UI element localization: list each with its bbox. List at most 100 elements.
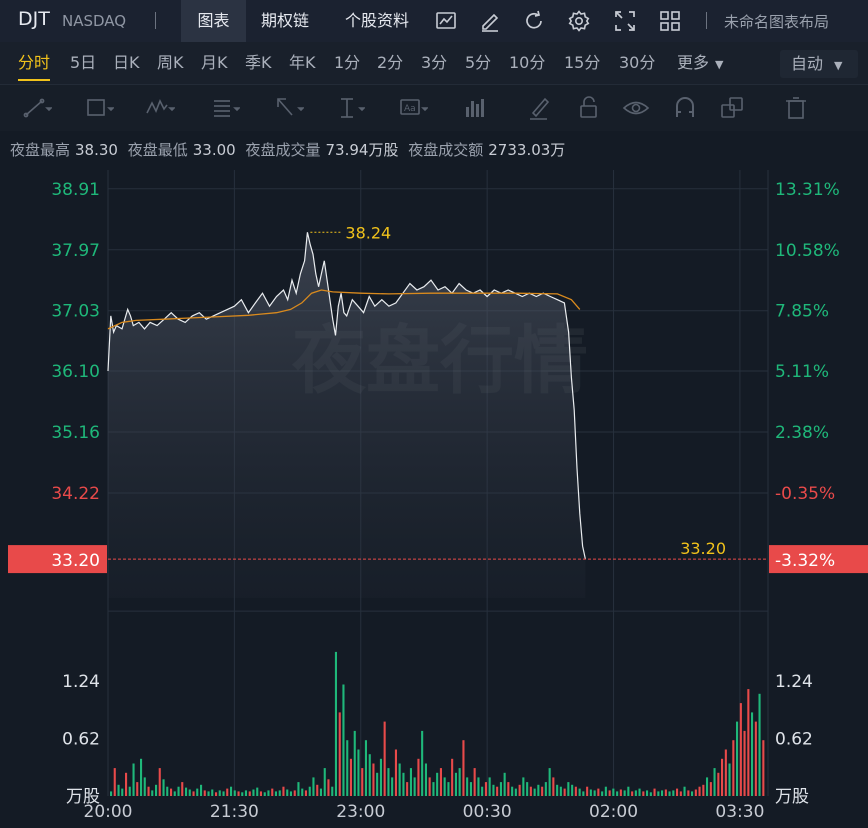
volume-bar [394,749,397,796]
volume-bar [140,758,143,796]
volume-bar [597,788,600,796]
volume-unit-label: 万股 [775,787,809,807]
period-week-k[interactable]: 周K [157,53,184,72]
volume-bar [488,777,491,796]
measure-icon[interactable] [335,95,366,121]
volume-bar [222,791,225,796]
volume-bar [316,784,319,796]
volume-bar [188,789,191,796]
period-day-k[interactable]: 日K [113,53,140,72]
volume-bar [548,768,551,796]
chart-type-icon[interactable] [434,9,458,33]
magnet-icon[interactable] [670,95,700,121]
volume-bar [634,790,637,796]
volume-bar [724,749,727,796]
settings-icon[interactable] [567,9,591,33]
volume-bar [353,730,356,796]
delete-icon[interactable] [781,95,811,121]
period-intraday[interactable]: 分时 [18,42,51,84]
volume-bar [110,791,113,796]
period-15m[interactable]: 15分 [564,53,601,72]
brush-icon[interactable] [525,95,555,121]
period-3m[interactable]: 3分 [421,53,448,72]
exchange: NASDAQ [62,12,127,30]
period-10m[interactable]: 10分 [509,53,546,72]
period-year-k[interactable]: 年K [289,53,316,72]
volume-bar [346,740,349,796]
price-line [107,232,586,560]
trend-line-icon[interactable] [22,95,53,121]
period-2m[interactable]: 2分 [377,53,404,72]
volume-bar [252,789,255,796]
volume-bar [383,721,386,796]
last-pct-badge [769,545,868,574]
volume-bar [672,790,675,796]
low-label: 夜盘最低 [127,141,188,159]
tab-stock-profile[interactable]: 个股资料 [345,11,410,30]
layout-grid-icon[interactable] [658,9,682,33]
volume-bar [368,754,371,796]
lock-icon[interactable] [574,95,604,121]
scale-mode-label: 自动 [791,54,824,73]
high-value: 38.30 [75,141,118,159]
arrow-icon[interactable] [274,95,305,121]
pattern-icon[interactable] [145,95,176,121]
edit-icon[interactable] [478,9,502,33]
volume-bar [207,791,210,796]
tab-options-chain[interactable]: 期权链 [261,11,310,30]
volume-bar [342,684,345,796]
volume-bar [556,784,559,796]
volume-bar [447,782,450,796]
volume-bar [323,768,326,796]
volume-bar [428,777,431,796]
volume-bar [518,784,521,796]
volume-bar [642,791,645,796]
eye-icon[interactable] [621,95,651,121]
layers-icon[interactable] [718,95,748,121]
volume-bar [177,786,180,796]
volume-bar [308,786,311,796]
volume-bar [571,784,574,796]
rectangle-icon[interactable] [84,95,115,121]
period-5m[interactable]: 5分 [465,53,492,72]
volume-bar [754,721,757,796]
volume-bar [537,784,540,796]
period-5d[interactable]: 5日 [70,53,97,72]
fullscreen-icon[interactable] [613,9,637,33]
period-month-k[interactable]: 月K [201,53,228,72]
volume-bar [155,784,158,796]
volume-bar [529,786,532,796]
layout-name-button[interactable]: 未命名图表布局 [724,13,830,31]
pct-tick-label: 13.31% [775,180,840,200]
pct-tick-label: 5.11% [775,362,829,382]
pct-tick-label: 10.58% [775,241,840,261]
low-value: 33.00 [192,141,236,159]
amount-value: 2733.03万 [488,141,566,159]
volume-profile-icon[interactable] [462,95,492,121]
volume-bar [481,786,484,796]
period-more[interactable]: 更多 ▼ [677,42,723,84]
volume-bar [226,788,229,796]
amount-label: 夜盘成交额 [408,141,484,159]
tab-chart[interactable]: 图表 [181,0,246,42]
volume-bar [713,768,716,796]
text-tool-icon[interactable]: Aa [398,95,429,121]
volume-bar [200,784,203,796]
fib-icon[interactable] [210,95,241,121]
period-1m[interactable]: 1分 [334,53,361,72]
volume-bar [484,782,487,796]
refresh-icon[interactable] [522,9,546,33]
volume-bar [376,772,379,796]
volume-bar [387,768,390,796]
period-quarter-k[interactable]: 季K [245,53,272,72]
volume-bar [409,768,412,796]
volume-bar [357,749,360,796]
last-pct-axis-label: -3.32% [775,551,835,571]
volume-bar [698,786,701,796]
volume-bar [604,786,607,796]
volume-bar [496,786,499,796]
volume-label: 夜盘成交量 [245,141,321,159]
period-30m[interactable]: 30分 [619,53,656,72]
scale-mode-select[interactable]: 自动 ▼ [780,50,858,78]
